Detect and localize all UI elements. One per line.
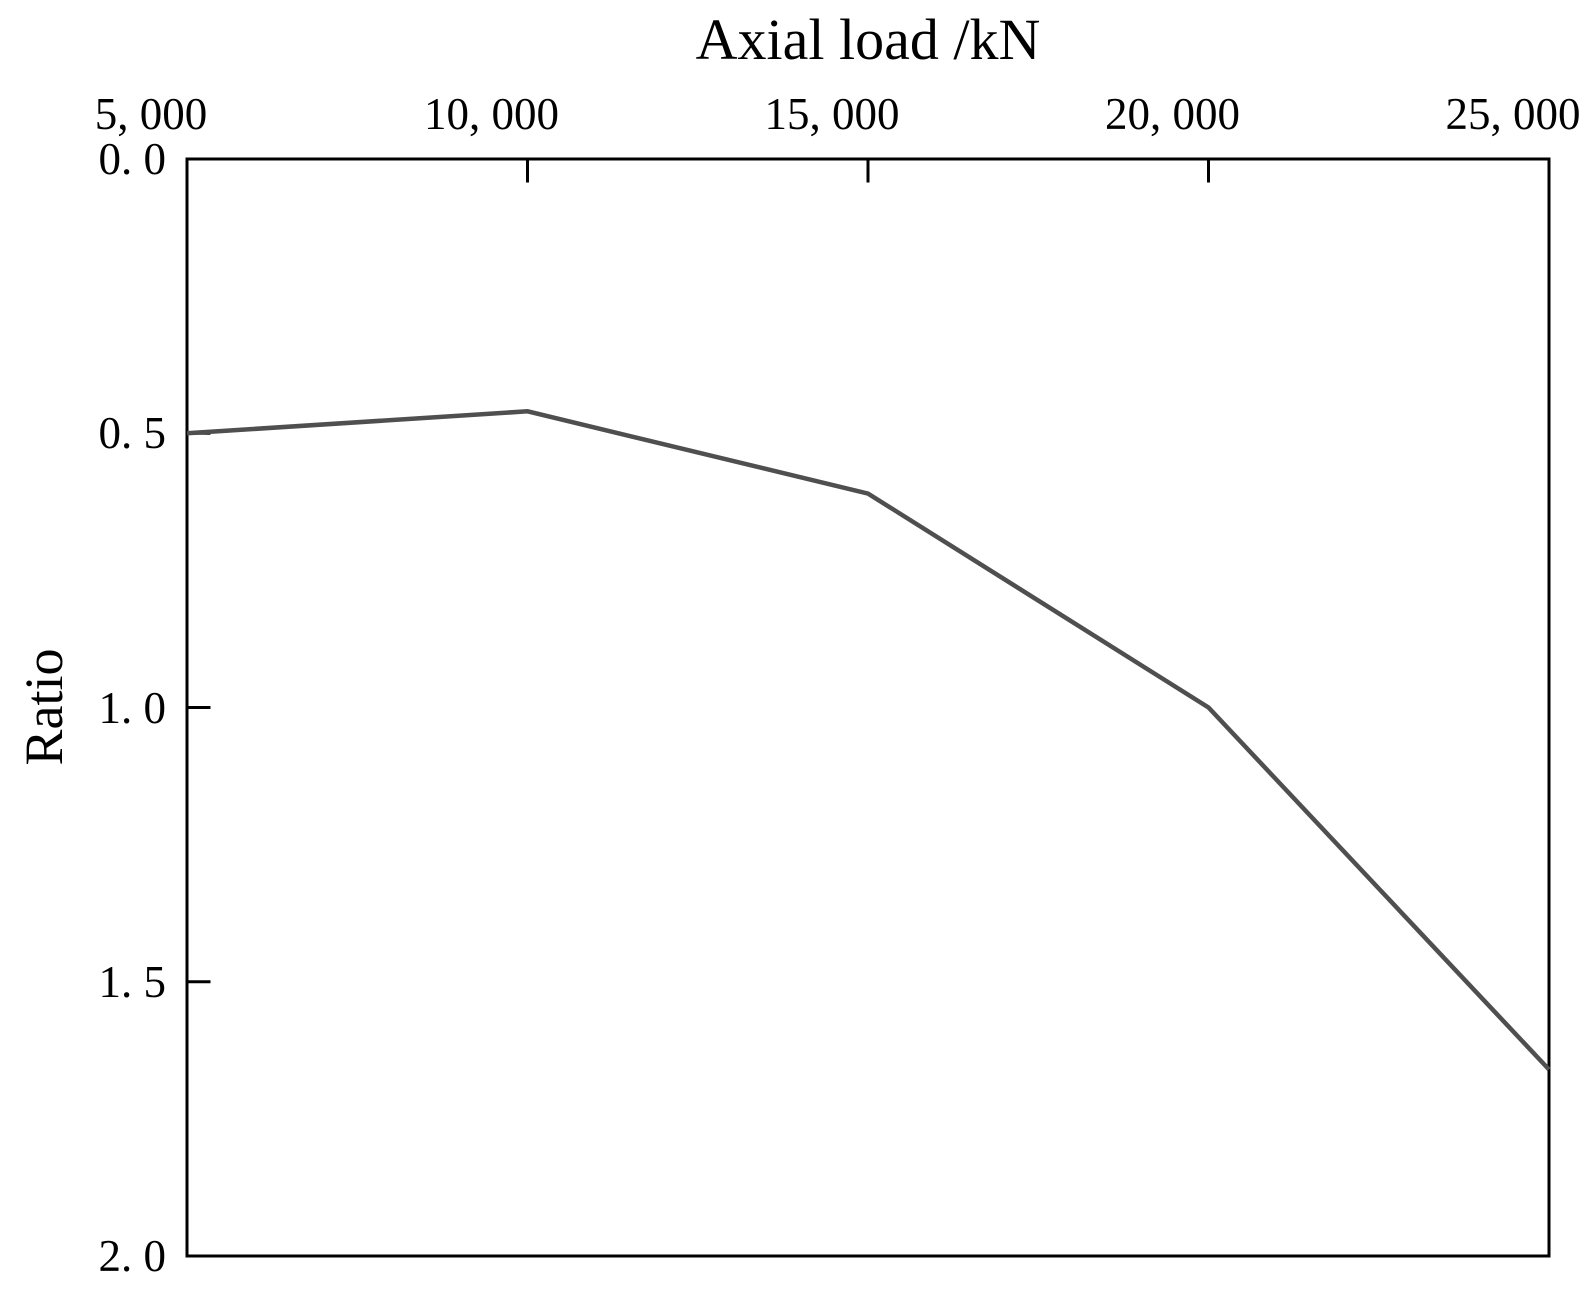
- axes-frame: [185, 157, 1551, 1258]
- x-tick-label: 10, 000: [424, 89, 559, 139]
- x-tick-label: 25, 000: [1445, 89, 1581, 139]
- chart-title: Axial load /kN: [695, 7, 1041, 72]
- x-tick-label: 20, 000: [1105, 89, 1240, 139]
- y-tick-label: 1. 5: [98, 956, 167, 1007]
- y-tick-label: 2. 0: [98, 1231, 167, 1281]
- y-tick-label: 0. 5: [98, 408, 167, 459]
- y-tick-label: 0. 0: [98, 134, 167, 184]
- x-tick-label: 15, 000: [764, 89, 900, 139]
- ratio-line: [186, 409, 1551, 1072]
- y-tick-label: 1. 0: [98, 682, 167, 733]
- x-tick-label: 5, 000: [94, 89, 208, 139]
